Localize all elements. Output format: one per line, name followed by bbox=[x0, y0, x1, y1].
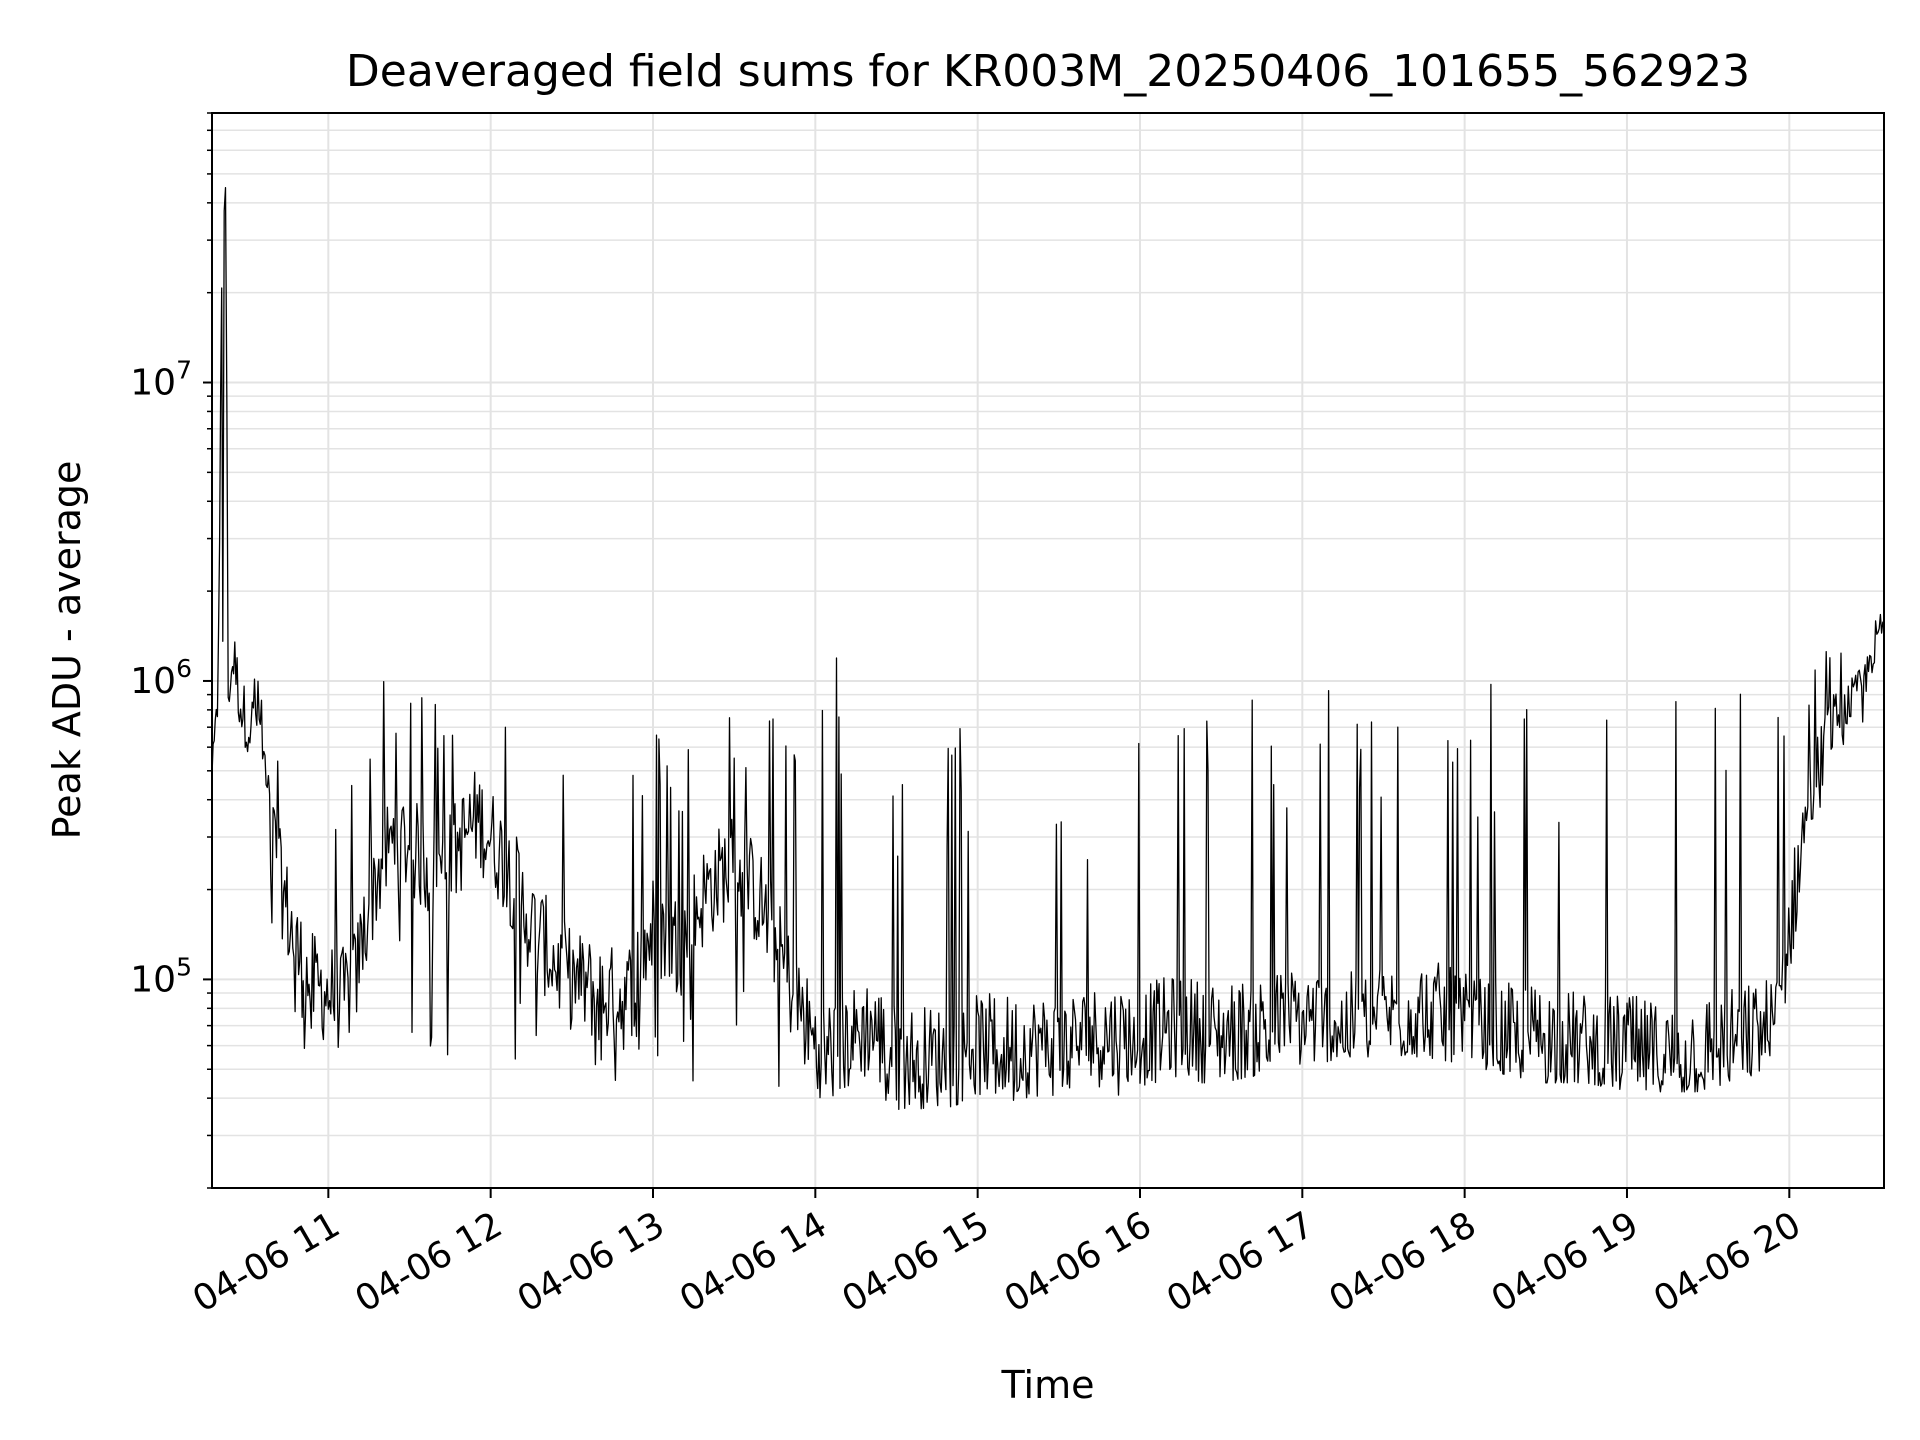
y-axis-title: Peak ADU - average bbox=[45, 461, 89, 840]
data-series bbox=[211, 187, 1885, 1111]
series-line bbox=[211, 187, 1885, 1111]
plot-frame bbox=[211, 112, 1885, 1189]
y-tick-label: 105 bbox=[130, 952, 192, 1000]
x-axis-title: Time bbox=[1001, 1363, 1095, 1407]
chart-title: Deaveraged field sums for KR003M_2025040… bbox=[346, 46, 1750, 97]
y-tick-label: 106 bbox=[130, 654, 192, 702]
y-tick-label: 107 bbox=[130, 356, 192, 404]
